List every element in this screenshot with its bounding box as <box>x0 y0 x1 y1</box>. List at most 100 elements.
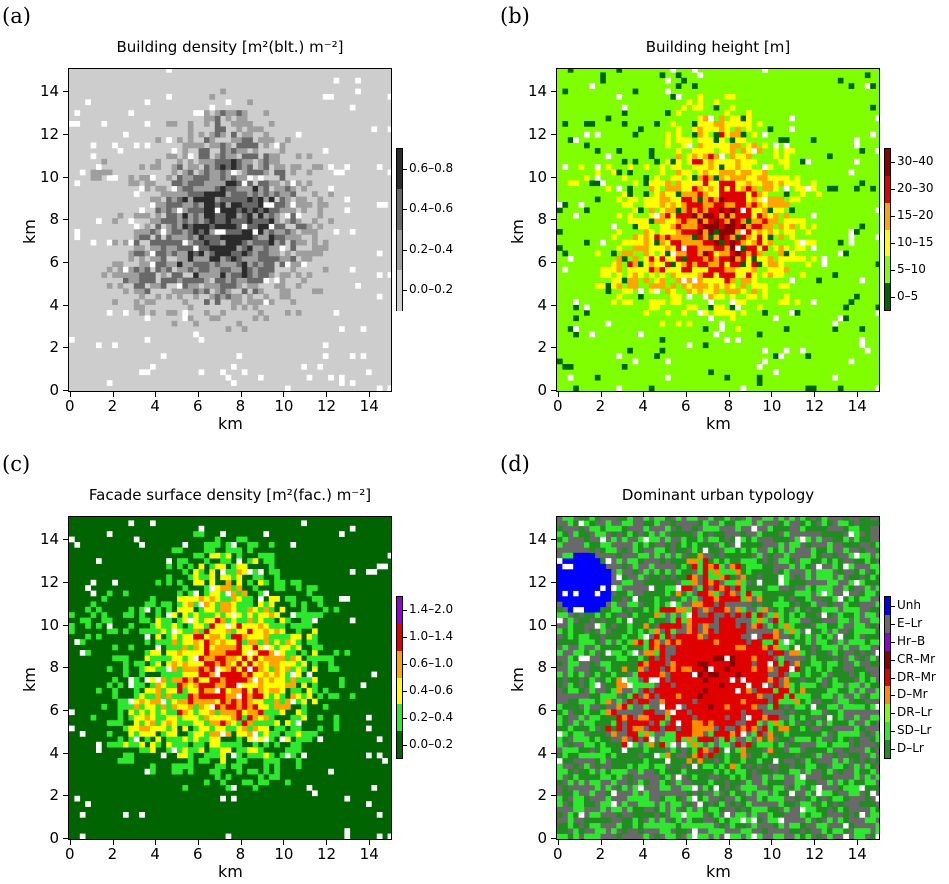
heatmap-cell <box>150 693 156 699</box>
heatmap-cell <box>268 596 275 602</box>
heatmap-cell <box>621 256 628 262</box>
heatmap-cell <box>573 137 579 143</box>
heatmap-cell <box>204 682 210 689</box>
heatmap-cell <box>665 158 671 165</box>
heatmap-cell <box>177 223 183 230</box>
heatmap-cell <box>236 612 243 618</box>
heatmap-cell <box>767 812 774 818</box>
heatmap-cell <box>875 639 879 645</box>
heatmap-cell <box>670 212 677 219</box>
heatmap-cell <box>702 277 709 284</box>
heatmap-cell <box>209 569 216 575</box>
heatmap-cell <box>171 633 178 640</box>
heatmap-cell <box>692 720 698 726</box>
heatmap-cell <box>214 633 221 640</box>
heatmap-cell <box>616 785 623 791</box>
heatmap-cell <box>220 185 226 192</box>
heatmap-cell <box>783 148 790 154</box>
heatmap-cell <box>675 256 682 262</box>
heatmap-cell <box>724 266 731 273</box>
heatmap-cell <box>258 596 264 602</box>
heatmap-cell <box>241 693 248 699</box>
heatmap-cell <box>719 256 725 262</box>
heatmap-cell <box>274 677 280 683</box>
heatmap-cell <box>713 310 720 316</box>
heatmap-cell <box>241 169 248 176</box>
heatmap-cell <box>112 687 118 694</box>
heatmap-cell <box>751 822 758 829</box>
heatmap-cell <box>290 579 297 586</box>
heatmap-cell <box>231 266 237 273</box>
heatmap-cell <box>616 747 623 753</box>
heatmap-cell <box>573 709 579 716</box>
heatmap-cell <box>686 277 693 284</box>
heatmap-cell <box>600 693 606 699</box>
heatmap-cell <box>697 698 704 705</box>
heatmap-cell <box>702 714 709 721</box>
heatmap-cell <box>117 682 124 689</box>
heatmap-cell <box>594 623 601 629</box>
heatmap-cell <box>193 650 199 656</box>
heatmap-cell <box>681 698 687 705</box>
heatmap-cell <box>301 520 307 527</box>
heatmap-cell <box>333 229 340 235</box>
heatmap-cell <box>252 542 259 548</box>
heatmap-cell <box>724 736 731 743</box>
heatmap-cell <box>312 585 318 591</box>
heatmap-cell <box>557 752 563 759</box>
heatmap-cell <box>285 310 291 316</box>
heatmap-cell <box>816 790 822 797</box>
heatmap-cell <box>128 677 135 683</box>
heatmap-cell <box>681 229 687 235</box>
heatmap-cell <box>274 585 280 591</box>
heatmap-cell <box>69 612 75 618</box>
heatmap-cell <box>805 795 812 802</box>
heatmap-cell <box>870 83 876 89</box>
heatmap-cell <box>719 633 725 640</box>
heatmap-cell <box>263 687 270 694</box>
heatmap-cell <box>724 185 731 192</box>
heatmap-cell <box>675 644 682 651</box>
heatmap-cell <box>686 250 693 257</box>
heatmap-cell <box>225 164 232 170</box>
heatmap-cell <box>692 277 698 284</box>
heatmap-cell <box>198 736 205 743</box>
heatmap-cell <box>106 380 113 386</box>
heatmap-cell <box>214 202 221 208</box>
colorbar-swatch <box>397 229 402 271</box>
heatmap-cell <box>171 229 178 235</box>
heatmap-cell <box>236 644 243 651</box>
heatmap-cell <box>724 812 731 818</box>
heatmap-cell <box>268 601 275 608</box>
heatmap-cell <box>843 644 849 651</box>
heatmap-cell <box>605 288 612 295</box>
heatmap-cell <box>128 612 135 618</box>
heatmap-cell <box>794 180 801 187</box>
heatmap-cell <box>263 196 270 203</box>
heatmap-cell <box>594 148 601 154</box>
heatmap-cell <box>589 833 596 839</box>
heatmap-cell <box>182 250 189 257</box>
heatmap-cell <box>279 191 286 197</box>
heatmap-cell <box>875 687 879 694</box>
heatmap-cell <box>567 687 574 694</box>
heatmap-cell <box>692 283 698 289</box>
heatmap-cell <box>767 639 774 645</box>
heatmap-cell <box>778 693 785 699</box>
heatmap-cell <box>659 283 666 289</box>
heatmap-cell <box>171 223 178 230</box>
heatmap-cell <box>670 202 677 208</box>
heatmap-cell <box>214 180 221 187</box>
heatmap-cell <box>177 590 183 597</box>
heatmap-cell <box>209 731 216 737</box>
heatmap-cell <box>562 639 569 645</box>
heatmap-cell <box>274 731 280 737</box>
heatmap-cell <box>708 650 714 656</box>
heatmap-cell <box>204 736 210 743</box>
heatmap-cell <box>735 266 741 273</box>
heatmap-cell <box>236 175 243 181</box>
heatmap-cell <box>665 758 671 764</box>
heatmap-cell <box>209 250 216 257</box>
heatmap-cell <box>870 623 876 629</box>
heatmap-cell <box>810 671 817 678</box>
